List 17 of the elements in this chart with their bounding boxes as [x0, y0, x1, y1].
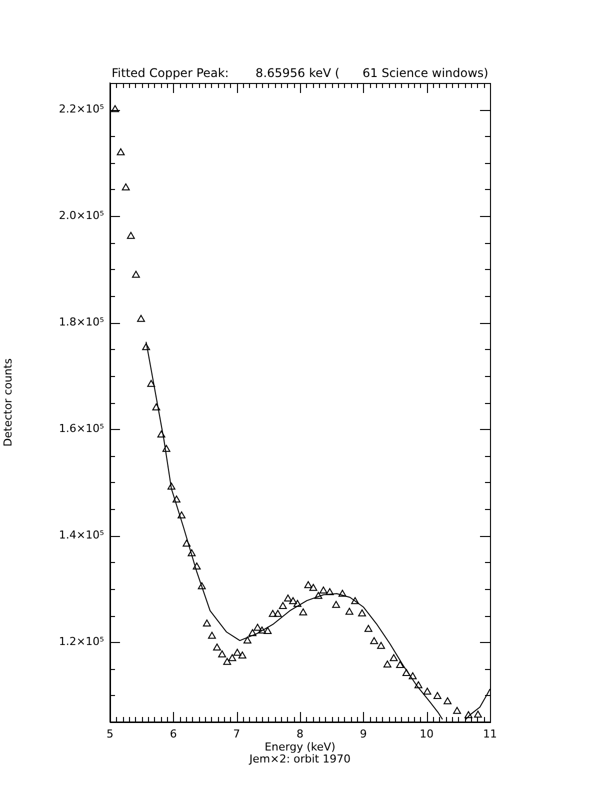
y-tick-label: 1.6×10⁵: [58, 422, 104, 435]
x-tick-label: 10: [420, 727, 434, 740]
x-axis-title: Energy (keV): [264, 740, 336, 754]
y-axis-title: Detector counts: [1, 358, 14, 447]
x-tick-label: 5: [106, 727, 114, 740]
y-tick-label: 1.4×10⁵: [58, 528, 104, 542]
y-tick-label: 2.0×10⁵: [58, 208, 104, 222]
text: Jem×2: orbit 1970: [248, 752, 351, 766]
x-tick-label: 8: [296, 727, 304, 740]
y-tick-label: 1.8×10⁵: [58, 315, 104, 328]
x-tick-label: 9: [360, 727, 367, 740]
x-tick-label: 6: [170, 727, 177, 740]
chart-title: Fitted Copper Peak: 8.65956 keV ( 61 Science windows): [112, 66, 488, 80]
x-tick-label: 7: [233, 727, 240, 740]
y-tick-label: 2.2×10⁵: [58, 102, 104, 116]
y-tick-label: 1.2×10⁵: [58, 634, 104, 648]
x-tick-label: 11: [483, 727, 497, 740]
